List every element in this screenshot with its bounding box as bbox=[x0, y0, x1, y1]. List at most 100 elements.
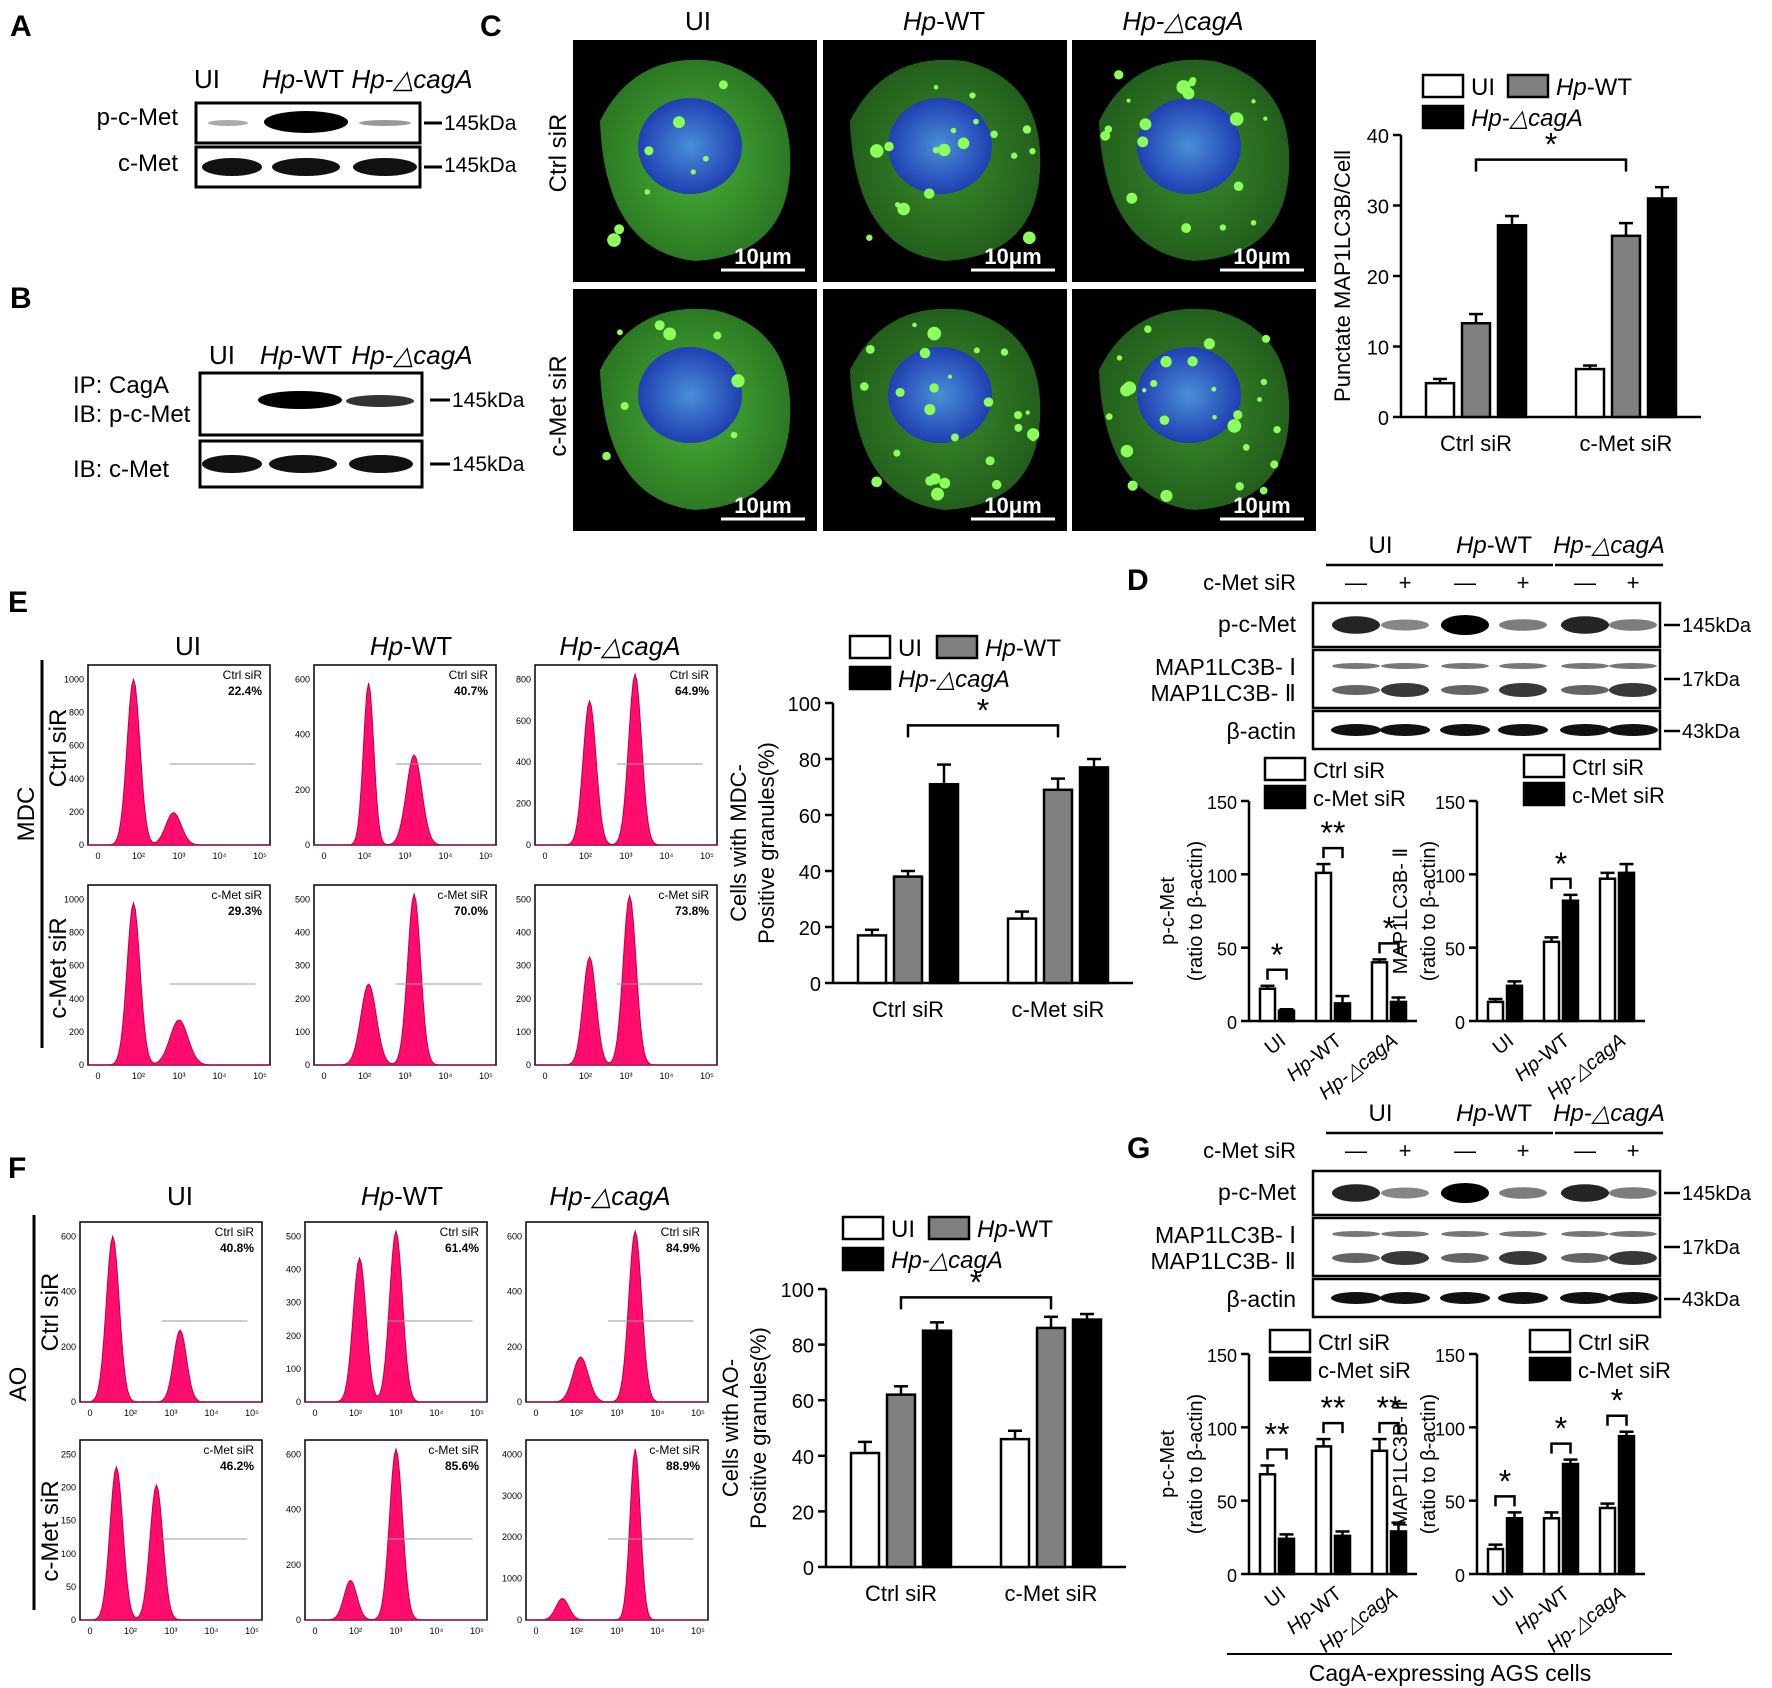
histogram-y-tick: 2000 bbox=[502, 1532, 522, 1542]
histogram-x-tick: 10⁵ bbox=[691, 1626, 705, 1636]
histogram-x-tick: 10⁴ bbox=[205, 1408, 219, 1418]
bar bbox=[1561, 899, 1580, 1023]
y-tick-label: 50 bbox=[1445, 940, 1465, 960]
bar bbox=[1460, 321, 1492, 419]
histogram-x-tick: 10² bbox=[132, 851, 145, 861]
panel-f-col-ui: UI bbox=[167, 1181, 193, 1211]
histogram-gate-label: c-Met siR bbox=[211, 888, 262, 902]
histogram-y-tick: 100 bbox=[295, 1027, 310, 1037]
bar bbox=[1314, 871, 1333, 1023]
legend-swatch bbox=[1522, 781, 1566, 807]
histogram-y-tick: 0 bbox=[526, 840, 531, 850]
histogram-y-tick: 200 bbox=[61, 1483, 76, 1493]
panel-b-row-ib: IB: p-c-Met bbox=[73, 401, 191, 428]
y-axis-label: Positive granules(%) bbox=[754, 742, 779, 944]
panel-f-row-cmet: c-Met siR bbox=[37, 1480, 64, 1581]
histogram-x-tick: 10⁵ bbox=[245, 1408, 259, 1418]
y-axis-label: (ratio to β-actin) bbox=[1185, 841, 1207, 981]
micrograph: 10μm bbox=[1072, 289, 1316, 531]
histogram-x-tick: 10⁴ bbox=[651, 1626, 665, 1636]
bar bbox=[849, 1451, 881, 1569]
histogram-x-tick: 10⁴ bbox=[439, 851, 453, 861]
y-tick-label: 100 bbox=[1207, 1419, 1237, 1439]
histogram-gate-label: c-Met siR bbox=[437, 888, 488, 902]
significance-star: ** bbox=[1321, 815, 1346, 851]
histogram-x-tick: 10² bbox=[349, 1408, 362, 1418]
y-tick-label: 150 bbox=[1435, 1346, 1465, 1366]
histogram-y-tick: 600 bbox=[69, 741, 84, 751]
blot-sign: + bbox=[1517, 570, 1530, 595]
bar bbox=[892, 875, 924, 985]
histogram-x-tick: 10² bbox=[358, 1071, 371, 1081]
panel-b: B UI Hp-WT Hp-△cagA IP: CagA IB: p-c-Met… bbox=[10, 282, 525, 489]
blot-kda-label: 145kDa bbox=[1682, 1183, 1752, 1205]
bar bbox=[999, 1437, 1031, 1569]
legend-label: Ctrl siR bbox=[1318, 1330, 1390, 1355]
blot-row-label: MAP1LC3B- Ⅱ bbox=[1150, 1248, 1296, 1274]
histogram-x-tick: 10² bbox=[570, 1626, 583, 1636]
y-tick-label: 150 bbox=[1435, 793, 1465, 813]
y-tick-label: 0 bbox=[1455, 1013, 1465, 1033]
panel-a-label: A bbox=[10, 10, 32, 43]
histogram-gate-label: Ctrl siR bbox=[223, 668, 263, 682]
legend-swatch bbox=[841, 1246, 885, 1272]
histogram-x-tick: 10² bbox=[579, 851, 592, 861]
histogram-y-tick: 0 bbox=[517, 1615, 522, 1625]
panel-c-col-ui: UI bbox=[685, 6, 711, 36]
blot-group-label: Hp-WT bbox=[1456, 532, 1532, 559]
chart-e: 0 20 40 60 80 100 Ctrl siR c-Met siR * Cells with… bbox=[726, 634, 1133, 1022]
histogram-y-tick: 100 bbox=[61, 1549, 76, 1559]
y-tick-label: 20 bbox=[1367, 267, 1389, 289]
histogram-x-tick: 10² bbox=[579, 1071, 592, 1081]
legend-swatch bbox=[927, 1215, 971, 1241]
panel-a-blot bbox=[194, 101, 422, 189]
histogram-gate-label: Ctrl siR bbox=[661, 1225, 701, 1239]
x-tick-label: c-Met siR bbox=[1005, 1581, 1098, 1606]
blot-sign: — bbox=[1574, 570, 1596, 595]
histogram-y-tick: 300 bbox=[295, 961, 310, 971]
blot-group-label: Hp-WT bbox=[1456, 1100, 1532, 1127]
histogram-gate-label: c-Met siR bbox=[428, 1443, 479, 1457]
flow-histogram: c-Met siR 85.6% 0 200 400 600 0 10² 10³ 10⁴ 10⁵ bbox=[286, 1439, 488, 1636]
legend-label: Ctrl siR bbox=[1578, 1330, 1650, 1355]
histogram-x-tick: 0 bbox=[95, 851, 100, 861]
blot-group-label: UI bbox=[1369, 1100, 1393, 1127]
bar bbox=[1424, 381, 1456, 419]
histogram-y-tick: 400 bbox=[516, 928, 531, 938]
blot-row-label: MAP1LC3B- Ⅰ bbox=[1155, 1222, 1296, 1248]
y-tick-label: 30 bbox=[1367, 197, 1389, 219]
flow-histogram: Ctrl siR 84.9% 0 200 400 600 0 10² 10³ 10⁴ 10⁵ bbox=[507, 1221, 709, 1418]
y-tick-label: 80 bbox=[792, 1336, 814, 1358]
y-tick-label: 40 bbox=[792, 1447, 814, 1469]
legend-swatch bbox=[1421, 73, 1465, 99]
flow-histogram: c-Met siR 29.3% 0 200 400 600 800 1000 0 10² 10³ 10… bbox=[64, 884, 271, 1081]
histogram-gate-label: Ctrl siR bbox=[670, 668, 710, 682]
histogram-x-tick: 10³ bbox=[389, 1626, 402, 1636]
x-tick-label: Ctrl siR bbox=[872, 997, 944, 1022]
histogram-y-tick: 200 bbox=[69, 807, 84, 817]
chart-f: 0 20 40 60 80 100 Ctrl siR c-Met siR * Cells with… bbox=[718, 1215, 1126, 1606]
panel-c: C UI Hp-WT Hp-△cagA Ctrl siR c-Met siR 1… bbox=[480, 6, 1316, 531]
histogram-x-tick: 10⁵ bbox=[253, 1071, 267, 1081]
y-tick-label: 80 bbox=[799, 750, 821, 772]
panel-f-col-cag: Hp-△cagA bbox=[549, 1181, 670, 1211]
histogram-x-tick: 10² bbox=[124, 1408, 137, 1418]
significance-bracket bbox=[1550, 877, 1572, 889]
histogram-x-tick: 10⁴ bbox=[213, 1071, 227, 1081]
panel-f-stain: AO bbox=[5, 1367, 32, 1402]
blot-d: UI Hp-WT Hp-△cagA c-Met siR — + — + — + p-c-Met MAP… bbox=[1150, 532, 1752, 751]
y-tick-label: 150 bbox=[1207, 793, 1237, 813]
histogram-percent: 88.9% bbox=[666, 1459, 700, 1473]
blot-kda-label: 145kDa bbox=[1682, 615, 1752, 637]
legend-label: c-Met siR bbox=[1318, 1358, 1411, 1383]
y-tick-label: 20 bbox=[799, 918, 821, 940]
histogram-x-tick: 0 bbox=[87, 1408, 92, 1418]
histogram-y-tick: 200 bbox=[507, 1342, 522, 1352]
bar bbox=[1542, 1517, 1561, 1576]
histogram-x-tick: 10³ bbox=[164, 1626, 177, 1636]
bar bbox=[885, 1393, 917, 1569]
y-axis-label: (ratio to β-actin) bbox=[1418, 1394, 1440, 1534]
histogram-y-tick: 400 bbox=[516, 757, 531, 767]
histogram-x-tick: 10⁴ bbox=[651, 1408, 665, 1418]
